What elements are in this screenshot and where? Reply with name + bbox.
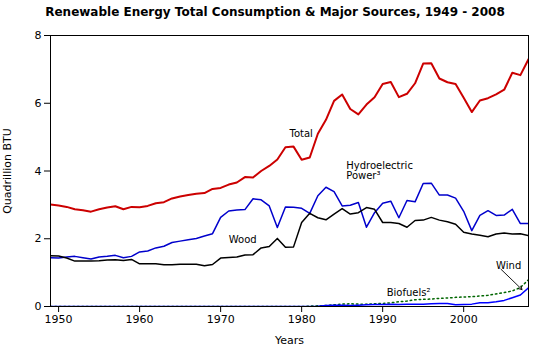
svg-text:Biofuels²: Biofuels² <box>387 287 431 298</box>
html-text:Renewable Energy Total Consump: Renewable Energy Total Consumption & Maj… <box>45 5 505 19</box>
svg-text:1950: 1950 <box>45 313 73 326</box>
svg-text:6: 6 <box>35 97 42 110</box>
svg-text:Years: Years <box>274 334 304 347</box>
svg-text:8: 8 <box>35 29 42 42</box>
svg-text:1960: 1960 <box>126 313 154 326</box>
svg-text:Wood: Wood <box>229 234 257 245</box>
svg-text:4: 4 <box>35 165 42 178</box>
svg-text:2: 2 <box>35 232 42 245</box>
svg-text:1970: 1970 <box>207 313 235 326</box>
svg-text:1980: 1980 <box>288 313 316 326</box>
svg-text:Quadrillion BTU: Quadrillion BTU <box>1 128 14 214</box>
svg-text:HydroelectricPower³: HydroelectricPower³ <box>346 160 413 181</box>
svg-text:2000: 2000 <box>450 313 478 326</box>
svg-text:Wind: Wind <box>496 260 521 271</box>
svg-text:Total: Total <box>289 128 313 139</box>
svg-text:0: 0 <box>35 300 42 313</box>
svg-text:1990: 1990 <box>369 313 397 326</box>
